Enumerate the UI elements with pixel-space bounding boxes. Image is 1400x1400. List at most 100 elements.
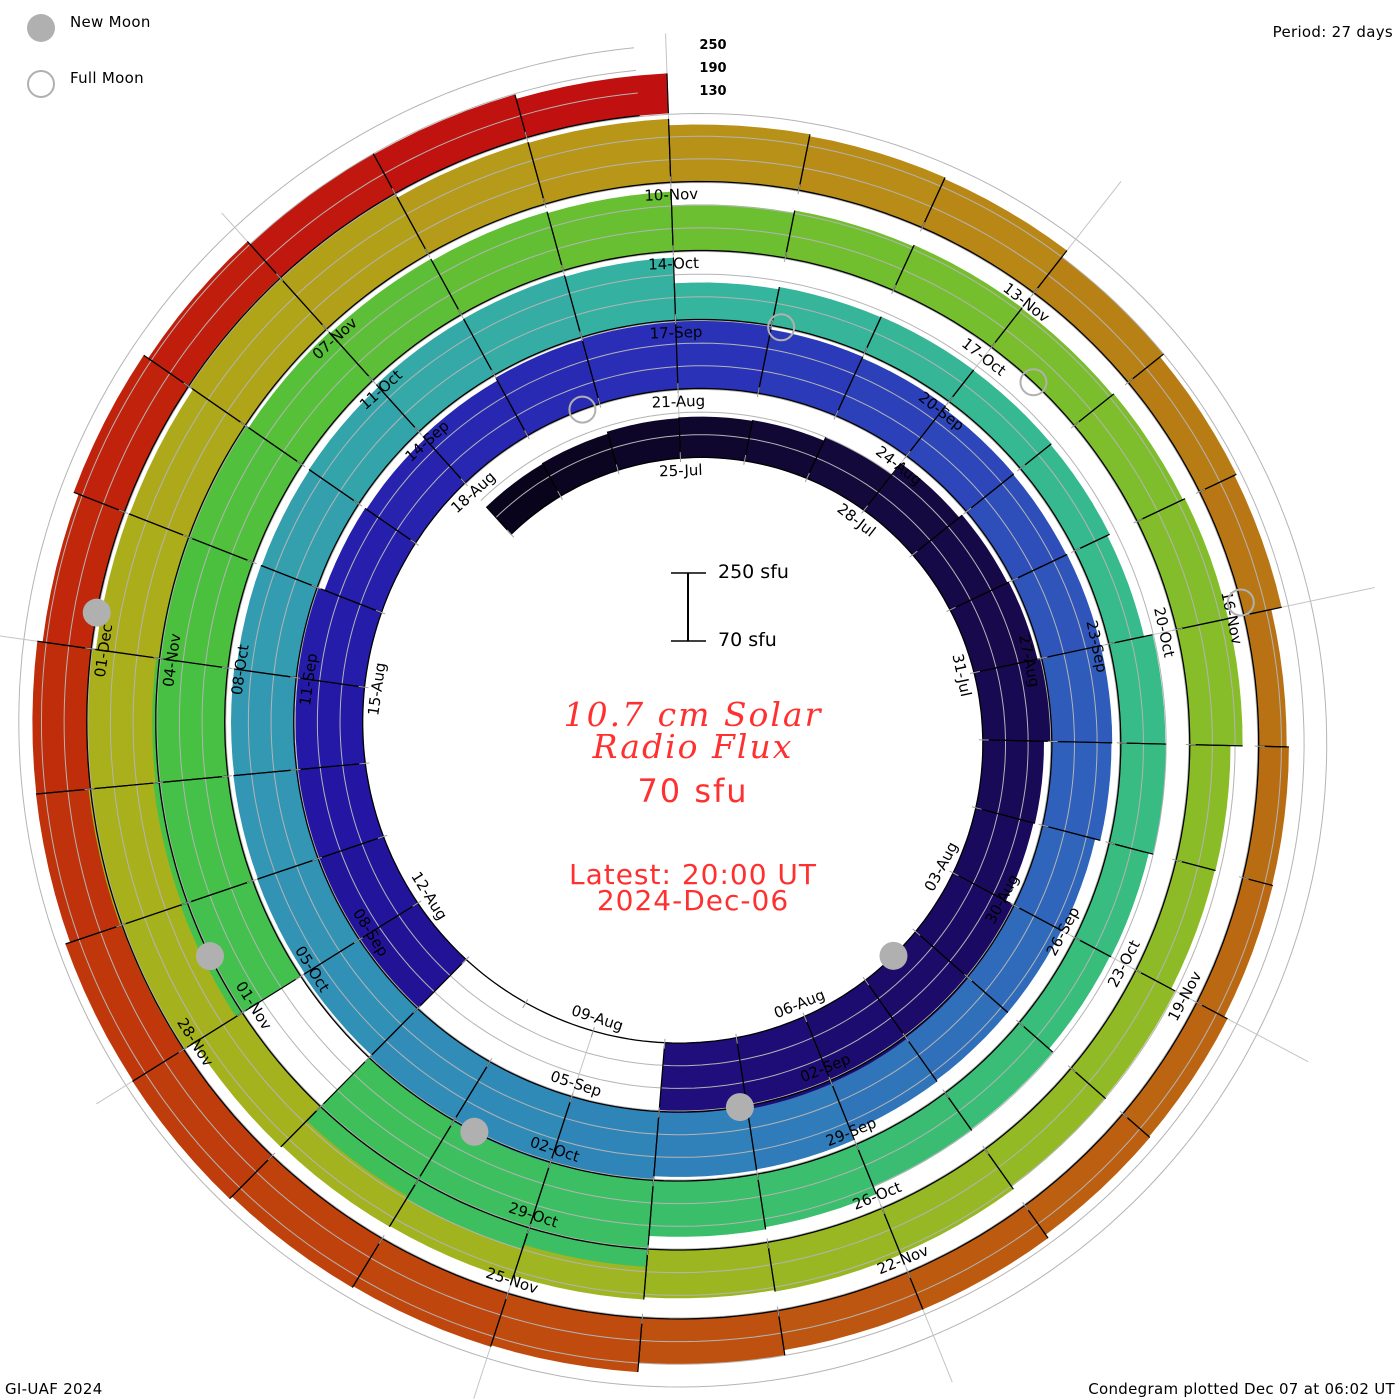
day-separator [373,154,396,194]
day-tick [1105,841,1116,845]
day-tick [735,1033,738,1044]
day-separator [388,1179,419,1228]
flux-bar [974,658,1051,742]
day-separator [1127,356,1161,383]
period-label: Period: 27 days [1272,23,1393,41]
day-separator [1073,393,1115,426]
day-tick [1070,421,1080,429]
flux-bar [679,416,753,461]
full-moon-marker [1019,368,1048,397]
day-separator [546,212,564,271]
flux-bar [369,1008,490,1121]
flux-bar [295,677,366,770]
flux-bar [1109,743,1167,855]
day-tick [378,1234,385,1244]
day-separator [1199,474,1235,493]
flux-bar [280,193,429,330]
date-label: 21-Aug [651,392,705,412]
flux-bar [1014,825,1096,931]
flux-bar [798,136,946,228]
flux-bar [324,508,416,613]
flux-bar [353,1238,508,1347]
day-tick [891,284,897,295]
flux-bar [744,420,825,479]
flux-bar [757,1144,877,1228]
day-tick [524,430,530,440]
day-tick [1172,858,1183,863]
grid-level-250 [18,47,1328,1388]
flux-bar [1242,746,1289,886]
flux-bar [1137,498,1229,630]
flux-bar [1024,1113,1150,1235]
flux-bar [297,763,384,859]
day-tick [902,1033,910,1042]
day-separator [863,462,902,511]
day-separator [864,979,908,1040]
day-separator [42,641,92,650]
day-separator [835,357,863,416]
flux-bar [132,1049,273,1199]
day-separator [375,384,420,433]
day-tick [615,464,620,475]
day-tick [569,1092,574,1103]
day-separator [297,677,365,688]
day-separator [359,902,419,941]
day-tick [776,1306,780,1317]
day-separator [806,437,827,479]
day-tick [375,609,386,615]
footer-plot-time: Condegram plotted Dec 07 at 06:02 UT [1088,1380,1395,1398]
day-tick [391,187,398,198]
flux-bar [581,322,678,404]
day-separator [119,902,188,927]
flux-bar [180,880,301,1017]
day-tick [1195,488,1206,494]
day-separator [881,1208,902,1255]
flux-bar [1042,741,1112,841]
full-moon-marker [767,313,796,342]
flux-bar [1244,609,1287,747]
day-tick [524,131,529,142]
flux-bar [643,1242,775,1299]
day-separator [280,1106,322,1148]
new-moon-marker [725,1093,754,1122]
full-moon-legend-label: Full Moon [70,69,144,87]
day-separator [952,872,1015,906]
flux-bar [1199,475,1282,616]
flux-bar [915,872,1014,977]
day-tick [358,685,369,689]
day-tick [804,472,810,483]
flux-bar [366,438,465,544]
day-separator [771,286,780,326]
day-tick [1124,378,1134,386]
day-tick [377,834,388,839]
flux-bars [32,73,1289,1373]
flux-bar [523,1162,654,1267]
flux-bar [491,1293,643,1373]
flux-bar [1128,356,1237,492]
day-tick [368,375,376,384]
flux-bar [495,340,600,436]
current-flux-value: 70 sfu [637,772,749,810]
day-separator [1033,256,1063,294]
flux-bar [1176,744,1231,871]
flux-bar [65,924,184,1081]
day-separator [248,427,303,466]
day-ticks [84,131,1265,1324]
day-separator [132,1048,185,1082]
day-separator [829,1080,855,1141]
date-label: 14-Oct [648,254,700,274]
ring-scale-label: 250 [699,38,726,53]
flux-bar [423,380,528,484]
day-separator [855,1144,877,1195]
flux-bar [406,1120,551,1250]
day-separator [155,775,228,784]
day-tick [181,901,192,906]
day-separator [515,98,528,138]
day-tick [450,1117,457,1127]
day-separator [329,332,374,381]
flux-bar [882,1149,1014,1254]
day-tick [246,878,257,884]
day-separator [975,807,1034,824]
day-separator [95,648,160,660]
flux-bar [653,1105,757,1177]
